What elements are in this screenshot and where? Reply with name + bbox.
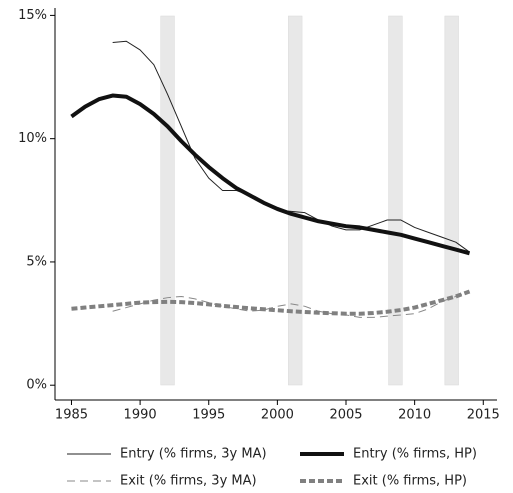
x-tick-label: 2010 [398,408,431,423]
series-line [112,40,470,253]
x-tick-label: 2015 [467,408,500,423]
y-tick-label: 10% [18,131,47,146]
recession-band [160,15,175,386]
y-tick-label: 5% [26,254,47,269]
x-tick-label: 2000 [261,408,294,423]
x-tick-label: 1995 [192,408,225,423]
x-tick-label: 1990 [124,408,157,423]
y-tick-label: 15% [18,8,47,23]
recession-band [388,15,403,386]
x-tick-label: 1985 [55,408,88,423]
y-tick-label: 0% [26,378,47,393]
x-tick-label: 2005 [329,408,362,423]
series-line [71,289,471,316]
series-line [112,291,470,318]
legend-label: Entry (% firms, 3y MA) [120,447,267,462]
recession-band [444,15,459,386]
legend-label: Exit (% firms, HP) [353,474,467,489]
series-line [70,93,471,256]
recession-band [288,15,303,386]
legend-label: Entry (% firms, HP) [353,447,477,462]
legend-label: Exit (% firms, 3y MA) [120,474,257,489]
